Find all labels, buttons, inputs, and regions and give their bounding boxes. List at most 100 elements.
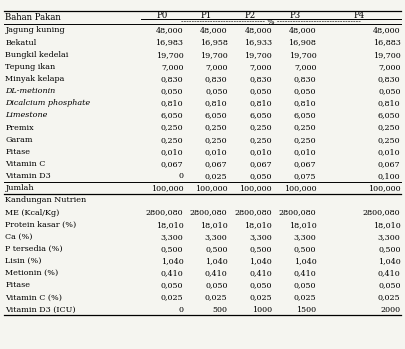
Text: 0,250: 0,250 [161,136,183,144]
Text: DL-metionin: DL-metionin [5,87,55,95]
Text: 6,050: 6,050 [249,111,272,119]
Text: 0,410: 0,410 [161,269,183,277]
Text: 0,025: 0,025 [294,294,316,302]
Text: 0,500: 0,500 [294,245,316,253]
Text: 7,000: 7,000 [205,63,228,71]
Text: 0,067: 0,067 [378,160,401,168]
Text: 18,010: 18,010 [289,221,316,229]
Text: 7,000: 7,000 [294,63,316,71]
Text: 0,025: 0,025 [378,294,401,302]
Text: 0,410: 0,410 [378,269,401,277]
Text: 18,010: 18,010 [156,221,183,229]
Text: 0,050: 0,050 [205,281,228,289]
Text: 19,700: 19,700 [200,51,228,59]
Text: 3,300: 3,300 [294,233,316,241]
Text: Ca (%): Ca (%) [5,233,33,241]
Text: 2800,080: 2800,080 [363,209,401,217]
Text: 0,010: 0,010 [205,148,228,156]
Text: 1,040: 1,040 [161,257,183,265]
Text: 0: 0 [179,172,183,180]
Text: 0,050: 0,050 [205,87,228,95]
Text: 0,025: 0,025 [161,294,183,302]
Text: Bungkil kedelai: Bungkil kedelai [5,51,68,59]
Text: Garam: Garam [5,136,33,144]
Text: 100,000: 100,000 [239,184,272,192]
Text: 0,830: 0,830 [249,75,272,83]
Text: Vitamin D3: Vitamin D3 [5,172,51,180]
Text: 48,000: 48,000 [156,27,183,35]
Text: 1,040: 1,040 [378,257,401,265]
Text: 0,025: 0,025 [205,294,228,302]
Text: 18,010: 18,010 [373,221,401,229]
Text: 18,010: 18,010 [200,221,228,229]
Text: 0,050: 0,050 [294,281,316,289]
Text: 0,410: 0,410 [294,269,316,277]
Text: 19,700: 19,700 [289,51,316,59]
Text: Lisin (%): Lisin (%) [5,257,42,265]
Text: 0,050: 0,050 [161,281,183,289]
Text: 100,000: 100,000 [151,184,183,192]
Text: 0,025: 0,025 [249,294,272,302]
Text: 0,500: 0,500 [205,245,228,253]
Text: 16,933: 16,933 [244,39,272,46]
Text: 48,000: 48,000 [373,27,401,35]
Text: 16,883: 16,883 [373,39,401,46]
Text: 0,250: 0,250 [378,124,401,132]
Text: 3,300: 3,300 [205,233,228,241]
Text: 1000: 1000 [252,306,272,314]
Text: 0,810: 0,810 [294,99,316,107]
Text: 0,410: 0,410 [249,269,272,277]
Text: 19,700: 19,700 [156,51,183,59]
Text: 48,000: 48,000 [289,27,316,35]
Text: 16,958: 16,958 [200,39,228,46]
Text: 6,050: 6,050 [294,111,316,119]
Text: 0,810: 0,810 [249,99,272,107]
Text: P0: P0 [156,11,168,20]
Text: 0,830: 0,830 [161,75,183,83]
Text: 0,067: 0,067 [161,160,183,168]
Text: 0,250: 0,250 [294,124,316,132]
Text: 0: 0 [179,306,183,314]
Text: 0,050: 0,050 [294,87,316,95]
Text: ME (Kcal/Kg): ME (Kcal/Kg) [5,209,60,217]
Text: 0,250: 0,250 [205,136,228,144]
Text: 2800,080: 2800,080 [279,209,316,217]
Text: P2: P2 [245,11,256,20]
Text: 0,810: 0,810 [205,99,228,107]
Text: 0,410: 0,410 [205,269,228,277]
Text: Vitamin C: Vitamin C [5,160,46,168]
Text: Bekatul: Bekatul [5,39,36,46]
Text: 0,250: 0,250 [249,136,272,144]
Text: Vitamin C (%): Vitamin C (%) [5,294,62,302]
Text: 2800,080: 2800,080 [234,209,272,217]
Text: Dicalcium phosphate: Dicalcium phosphate [5,99,90,107]
Text: P1: P1 [200,11,212,20]
Text: 19,700: 19,700 [373,51,401,59]
Text: Metionin (%): Metionin (%) [5,269,58,277]
Text: 19,700: 19,700 [244,51,272,59]
Text: 0,250: 0,250 [161,124,183,132]
Text: 48,000: 48,000 [244,27,272,35]
Text: 0,250: 0,250 [249,124,272,132]
Text: 0,050: 0,050 [378,281,401,289]
Text: 6,050: 6,050 [161,111,183,119]
Text: 3,300: 3,300 [161,233,183,241]
Text: 0,250: 0,250 [294,136,316,144]
Text: Tepung ikan: Tepung ikan [5,63,55,71]
Text: 1,040: 1,040 [249,257,272,265]
Text: 0,050: 0,050 [249,281,272,289]
Text: 6,050: 6,050 [378,111,401,119]
Text: 0,010: 0,010 [249,148,272,156]
Text: 18,010: 18,010 [244,221,272,229]
Text: 6,050: 6,050 [205,111,228,119]
Text: P3: P3 [289,11,301,20]
Text: 0,830: 0,830 [378,75,401,83]
Text: Fitase: Fitase [5,148,30,156]
Text: 1500: 1500 [296,306,316,314]
Text: 0,025: 0,025 [205,172,228,180]
Text: 7,000: 7,000 [161,63,183,71]
Text: 0,500: 0,500 [378,245,401,253]
Text: 0,050: 0,050 [161,87,183,95]
Text: 0,500: 0,500 [161,245,183,253]
Text: 0,050: 0,050 [249,87,272,95]
